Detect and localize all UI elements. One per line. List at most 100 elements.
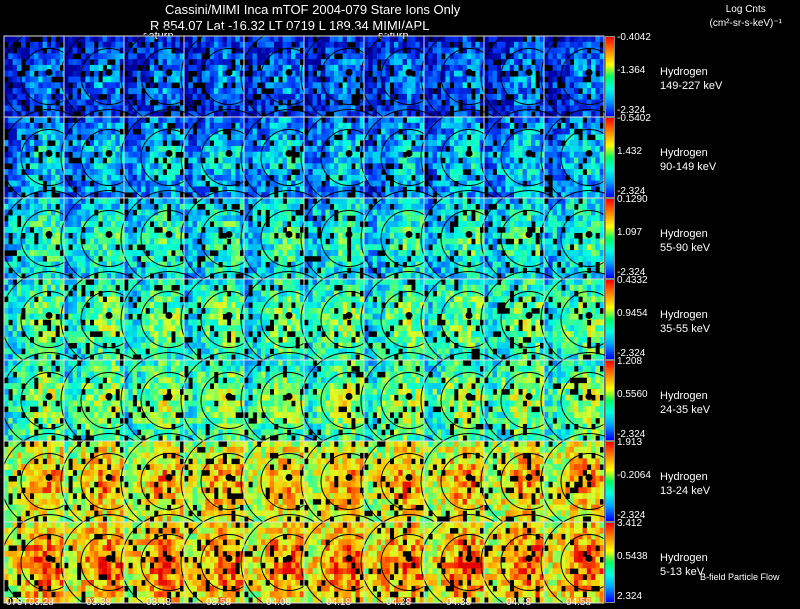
units-line2: (cm²-sr-s-keV)⁻¹	[709, 18, 782, 29]
sky-image-panel	[360, 190, 458, 287]
saturn-marker	[45, 311, 53, 319]
angle-contour	[560, 129, 618, 186]
species-label: Hydrogen 90-149 keV	[660, 146, 716, 174]
sky-image-panel	[0, 352, 98, 449]
sky-image-panel	[360, 271, 458, 368]
sky-image-panel	[120, 352, 218, 449]
sky-image-panel	[240, 190, 338, 287]
species-name: Hydrogen	[660, 65, 708, 78]
saturn-marker	[465, 230, 473, 238]
saturn-marker	[285, 230, 293, 238]
saturn-marker	[285, 311, 293, 319]
sky-image-panel	[420, 352, 518, 449]
angle-contour	[560, 48, 618, 105]
saturn-marker	[165, 230, 173, 238]
sky-image-panel	[180, 190, 278, 287]
sky-image-panel	[60, 109, 158, 206]
sky-image-panel	[360, 352, 458, 449]
colorbar-max: 1.913	[617, 437, 643, 448]
saturn-marker	[525, 311, 533, 319]
saturn-marker	[45, 230, 53, 238]
saturn-marker	[165, 311, 173, 319]
time-tick: 03:38	[86, 597, 112, 608]
energy-range: 35-55 keV	[660, 322, 711, 335]
units-line1: Log Cnts	[725, 4, 766, 15]
saturn-marker	[405, 149, 413, 157]
angle-contour	[560, 372, 618, 429]
saturn-marker	[105, 68, 113, 76]
sky-image-panel	[480, 352, 578, 449]
species-name: Hydrogen	[660, 227, 708, 240]
colorbar	[605, 360, 615, 441]
sky-image-panel	[0, 109, 98, 206]
saturn-marker	[45, 392, 53, 400]
angle-contour	[560, 453, 618, 510]
species-label: Hydrogen 35-55 keV	[660, 308, 710, 336]
saturn-marker	[345, 554, 353, 562]
sky-image-panel	[240, 433, 338, 530]
saturn-marker	[285, 149, 293, 157]
species-label: Hydrogen 24-35 keV	[660, 389, 710, 417]
time-tick: 04:48	[506, 597, 532, 608]
sky-image-panel	[60, 190, 158, 287]
sky-image-panel	[240, 109, 338, 206]
saturn-marker	[45, 68, 53, 76]
saturn-marker	[405, 230, 413, 238]
saturn-marker	[465, 311, 473, 319]
saturn-marker	[525, 554, 533, 562]
saturn-marker	[405, 68, 413, 76]
plot-title: Cassini/MIMI Inca mTOF 2004-079 Stare Io…	[165, 2, 461, 17]
species-name: Hydrogen	[660, 389, 708, 402]
angle-contour	[540, 514, 638, 609]
colorbar-min: -2.324	[617, 105, 646, 116]
colorbar-mid: 0.9454	[617, 307, 648, 319]
sky-image-panel	[180, 433, 278, 530]
saturn-marker	[165, 554, 173, 562]
energy-range: 55-90 keV	[660, 241, 711, 254]
colorbar	[605, 117, 615, 198]
time-tick: 079T03:28	[6, 597, 54, 608]
saturn-marker	[165, 473, 173, 481]
sky-image-panel	[540, 352, 638, 449]
saturn-marker	[585, 392, 593, 400]
species-label: Hydrogen 55-90 keV	[660, 227, 710, 255]
colorbar-min: -2.324	[617, 510, 646, 521]
sky-image-panel	[480, 190, 578, 287]
saturn-marker	[585, 311, 593, 319]
saturn-marker	[585, 554, 593, 562]
colorbar	[605, 522, 615, 603]
sky-image-panel	[420, 514, 518, 609]
saturn-marker	[225, 68, 233, 76]
colorbar-max: 0.4332	[617, 275, 648, 286]
sky-image-panel	[360, 28, 458, 125]
saturn-marker	[225, 230, 233, 238]
colorbar-min: -2.324	[617, 186, 646, 197]
saturn-marker	[525, 230, 533, 238]
saturn-marker	[405, 392, 413, 400]
saturn-marker	[225, 149, 233, 157]
sky-image-panel	[540, 433, 638, 530]
sky-image-panel	[0, 190, 98, 287]
saturn-marker	[45, 554, 53, 562]
time-tick: 04:38	[446, 597, 472, 608]
saturn-marker	[585, 473, 593, 481]
saturn-marker	[405, 311, 413, 319]
sky-image-panel	[120, 190, 218, 287]
colorbar-mid: -0.2064	[617, 469, 651, 481]
saturn-marker	[105, 230, 113, 238]
colorbar-min: -2.324	[617, 429, 646, 440]
saturn-marker	[525, 473, 533, 481]
sky-image-panel	[0, 514, 98, 609]
sky-image-panel	[120, 514, 218, 609]
sky-image-panel	[360, 514, 458, 609]
energy-range: 13-24 keV	[660, 484, 711, 497]
sky-image-panel	[0, 271, 98, 368]
saturn-marker	[405, 473, 413, 481]
species-label: Hydrogen 13-24 keV	[660, 470, 710, 498]
saturn-marker	[465, 392, 473, 400]
saturn-marker	[45, 149, 53, 157]
saturn-marker	[525, 392, 533, 400]
colorbar-mid: 1.432	[617, 145, 643, 157]
saturn-marker	[225, 311, 233, 319]
colorbar	[605, 198, 615, 279]
